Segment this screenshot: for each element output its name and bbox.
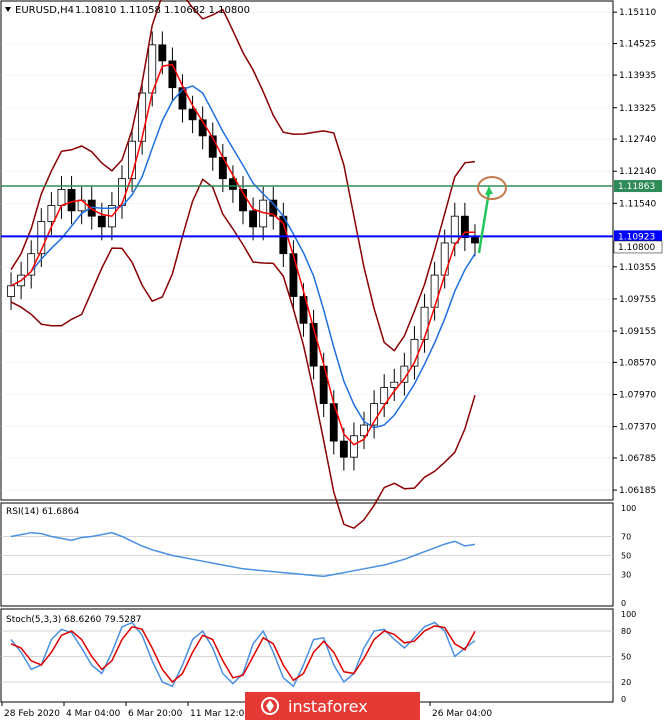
candle [390, 368, 399, 401]
level-label: 70 [621, 533, 631, 542]
y-tick-label: 1.13325 [619, 104, 656, 114]
candle [168, 47, 177, 102]
candle [380, 374, 389, 417]
price-label-bg [613, 240, 663, 254]
y-tick-label: 1.13935 [619, 71, 656, 81]
x-tick-label: 26 Mar 04:00 [432, 709, 492, 719]
y-tick-label: 1.15110 [619, 8, 656, 18]
candle [360, 411, 368, 450]
price-label: 1.10923 [618, 232, 655, 242]
y-tick-label: 1.10355 [619, 263, 656, 273]
y-tick-label: 1.09155 [619, 327, 656, 337]
main-panel [0, 0, 614, 501]
level-label: 50 [621, 653, 631, 662]
y-tick-label: 1.09755 [619, 295, 656, 305]
y-tick-label: 1.12740 [619, 135, 656, 145]
y-tick-label: 1.14525 [619, 40, 656, 50]
candle [228, 165, 237, 203]
time-axis: 28 Feb 2020 4 Mar 04:00 6 Mar 20:00 11 Mar … [1, 702, 492, 719]
x-tick-label: 28 Feb 2020 [4, 709, 60, 719]
upper-band [10, 0, 476, 352]
candle [239, 176, 247, 225]
fast-ma-line [10, 63, 475, 446]
rsi-indicator: 100 70 50 30 0 [1, 504, 636, 608]
symbol-label: EURUSD,H4 [15, 5, 74, 16]
bollinger-bands [10, 0, 476, 530]
rsi-panel [0, 502, 614, 607]
y-tick-label: 1.07970 [619, 391, 656, 401]
candle [188, 95, 197, 134]
y-tick-label: 1.08570 [619, 358, 656, 368]
candle [67, 176, 76, 225]
candle [460, 202, 469, 251]
logo-icon [261, 697, 279, 715]
y-tick-label: 1.06785 [619, 454, 656, 464]
level-label: 20 [621, 678, 631, 687]
level-label: 50 [621, 552, 631, 561]
watermark-text: instaforex [288, 697, 368, 716]
candle [208, 122, 217, 171]
horizontal-levels [1, 185, 613, 238]
candle [37, 208, 46, 268]
ohlc-values: 1.10810 1.11058 1.10682 1.10800 [75, 5, 250, 16]
price-label-bg [614, 230, 662, 243]
x-tick-label: 11 Mar 12:00 [190, 709, 250, 719]
stoch-series-1 [10, 625, 476, 684]
level-label: 80 [621, 627, 631, 636]
annotations [476, 176, 507, 254]
candle [370, 390, 379, 439]
candle [450, 202, 459, 257]
slow-ma-line [10, 85, 476, 429]
level-label: 0 [621, 695, 626, 704]
candle [138, 79, 147, 155]
candles [7, 31, 479, 471]
price-label: 1.10800 [618, 243, 655, 253]
y-tick-label: 1.11540 [619, 199, 656, 209]
stoch-title: Stoch(5,3,3) 68.6260 79.5287 [6, 615, 141, 625]
candle [249, 197, 258, 241]
level-label: 100 [621, 504, 636, 513]
lower-band [10, 178, 476, 530]
y-tick-label: 1.06185 [619, 486, 656, 496]
arrow-up-icon [477, 191, 491, 254]
moving-averages [10, 63, 476, 446]
level-label: 30 [621, 571, 631, 580]
price-label: 1.11863 [618, 182, 655, 192]
rsi-series-0 [10, 531, 476, 578]
watermark: instaforex [245, 692, 420, 720]
candle [471, 224, 479, 257]
price-label-bg [614, 180, 662, 193]
x-tick-label: 4 Mar 04:00 [66, 709, 121, 719]
x-tick-label: 6 Mar 20:00 [128, 709, 183, 719]
arrow-head-icon [484, 186, 493, 196]
y-tick-label: 1.12140 [619, 167, 656, 177]
candle [178, 74, 187, 123]
candle [97, 202, 106, 241]
price-axis: 1.15110 1.14525 1.13935 1.13325 1.12740 1.121… [613, 8, 656, 496]
stoch-series-0 [10, 621, 476, 688]
level-label: 100 [621, 610, 636, 619]
level-label: 0 [621, 599, 626, 608]
stochastic-indicator: 100 80 50 20 0 [1, 610, 636, 704]
dropdown-triangle-icon[interactable] [5, 7, 11, 12]
rsi-title: RSI(14) 61.6864 [6, 507, 79, 517]
target-circle-icon [476, 176, 507, 201]
y-tick-label: 1.07370 [619, 423, 656, 433]
candle [350, 422, 358, 471]
candle [309, 309, 318, 380]
